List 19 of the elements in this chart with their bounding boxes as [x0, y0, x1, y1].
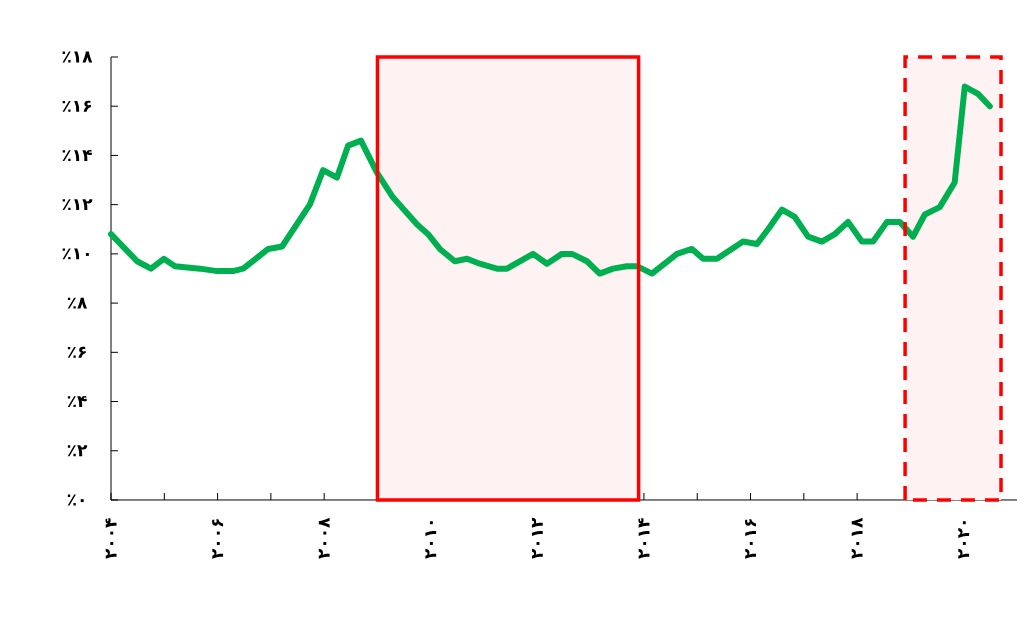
x-tick-label: ۲۰۲۰: [958, 521, 970, 559]
y-tick-label: ٪۱۲: [62, 199, 93, 211]
y-tick-label: ٪۴: [67, 396, 87, 408]
y-tick-label: ٪۰: [67, 494, 84, 506]
y-tick-label: ٪۲: [67, 445, 88, 457]
x-tick-label: ۲۰۰۸: [318, 517, 330, 559]
x-tick-label: ۲۰۱۶: [745, 519, 757, 559]
x-tick-label: ۲۰۰۴: [105, 518, 117, 559]
x-tick-label: ۲۰۱۴: [638, 518, 650, 559]
x-tick-label: ۲۰۱۸: [851, 517, 863, 559]
x-tick-label: ۲۰۰۶: [212, 519, 224, 559]
y-tick-label: ٪۸: [67, 297, 88, 309]
x-tick-label: ۲۰۱۲: [531, 517, 543, 559]
y-tick-label: ٪۶: [67, 346, 86, 358]
y-tick-label: ٪۱۶: [62, 100, 91, 112]
y-tick-label: ٪۱۰: [62, 248, 89, 260]
x-tick-label: ۲۰۱۰: [425, 521, 437, 559]
y-tick-label: ٪۱۸: [62, 51, 93, 63]
y-tick-label: ٪۱۴: [62, 149, 92, 161]
